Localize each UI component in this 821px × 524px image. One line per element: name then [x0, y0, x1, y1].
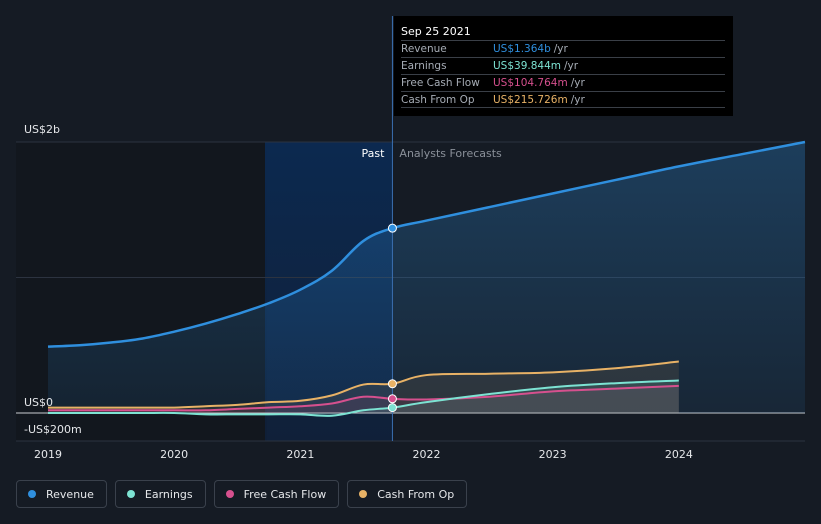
- tooltip-unit: /yr: [553, 43, 568, 55]
- legend-item-cash-from-op[interactable]: Cash From Op: [347, 480, 468, 508]
- legend-item-revenue[interactable]: Revenue: [16, 480, 107, 508]
- tooltip-label: Cash From Op: [401, 94, 475, 106]
- legend-dot-icon: [126, 490, 135, 498]
- tooltip-label: Earnings: [401, 60, 447, 72]
- legend-label: Free Cash Flow: [243, 487, 327, 501]
- legend-label: Revenue: [46, 487, 94, 501]
- x-tick-label: 2024: [665, 448, 693, 461]
- area-earnings: [48, 380, 679, 416]
- x-tick-label: 2022: [413, 448, 441, 461]
- chart-canvas: US$2b US$0 -US$200m 2019 2020 2021 2022 2023 202…: [16, 16, 806, 461]
- legend-item-free-cash-flow[interactable]: Free Cash Flow: [213, 480, 340, 508]
- tooltip-unit: /yr: [570, 94, 585, 106]
- tooltip: Sep 25 2021 Revenue US$1.364b /yr Earnin…: [394, 16, 733, 116]
- area-revenue: [48, 142, 805, 413]
- marker-free-cash-flow: [387, 394, 397, 404]
- y-tick-label: US$2b: [24, 123, 60, 136]
- legend-label: Cash From Op: [377, 487, 455, 501]
- area-cash-from-op: [48, 361, 679, 413]
- tooltip-row-free-cash-flow: Free Cash Flow US$104.764m /yr: [401, 74, 725, 91]
- line-earnings: [47, 379, 679, 417]
- tooltip-unit: /yr: [564, 60, 579, 72]
- y-tick-label: -US$200m: [24, 423, 82, 436]
- x-tick-label: 2021: [286, 448, 314, 461]
- legend-item-earnings[interactable]: Earnings: [114, 480, 206, 508]
- tooltip-value: US$39.844m: [493, 60, 561, 72]
- area-free-cash-flow: [48, 385, 679, 413]
- tooltip-value: US$1.364b: [493, 43, 551, 55]
- tooltip-date: Sep 25 2021: [401, 25, 471, 38]
- marker-revenue: [387, 223, 397, 233]
- tooltip-value: US$104.764m: [493, 77, 568, 89]
- x-tick-label: 2020: [160, 448, 188, 461]
- y-tick-label: US$0: [24, 396, 53, 409]
- tooltip-label: Free Cash Flow: [401, 77, 480, 89]
- tooltip-row-revenue: Revenue US$1.364b /yr: [401, 40, 725, 57]
- tooltip-value: US$215.726m: [493, 94, 568, 106]
- legend: Revenue Earnings Free Cash Flow Cash Fro…: [16, 480, 468, 508]
- marker-earnings: [387, 403, 397, 413]
- x-tick-label: 2019: [34, 448, 62, 461]
- tooltip-label: Revenue: [401, 43, 447, 55]
- tooltip-row-earnings: Earnings US$39.844m /yr: [401, 57, 725, 74]
- x-tick-label: 2023: [539, 448, 567, 461]
- tooltip-row-cash-from-op: Cash From Op US$215.726m /yr: [401, 91, 725, 108]
- legend-dot-icon: [28, 490, 36, 498]
- line-revenue: [47, 140, 806, 348]
- tooltip-unit: /yr: [570, 77, 585, 89]
- past-label: Past: [361, 147, 385, 160]
- line-free-cash-flow: [47, 384, 679, 412]
- legend-dot-icon: [359, 490, 368, 498]
- legend-label: Earnings: [144, 487, 193, 501]
- forecast-label: Analysts Forecasts: [399, 147, 502, 160]
- legend-dot-icon: [225, 490, 234, 498]
- marker-cash-from-op: [387, 379, 397, 389]
- line-cash-from-op: [48, 360, 679, 409]
